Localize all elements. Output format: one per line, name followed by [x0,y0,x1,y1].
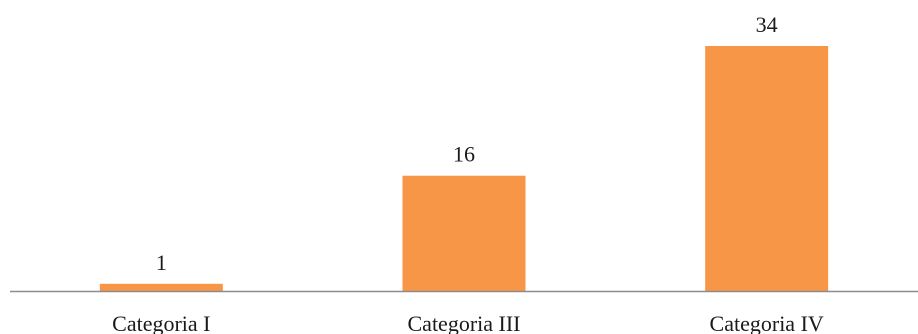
x-tick-labels-group: Categoria I Categoria III Categoria IV [112,311,824,334]
bar-3 [705,46,829,291]
x-tick-label-1: Categoria I [112,311,210,334]
data-label-2: 16 [453,142,475,167]
x-tick-label-2: Categoria III [408,311,521,334]
bar-2 [402,175,526,291]
bar-1 [99,283,223,291]
x-tick-label-3: Categoria IV [710,311,824,334]
data-labels-group: 1 16 34 [156,12,778,275]
bars-group [99,46,829,291]
data-label-3: 34 [756,12,778,37]
data-label-1: 1 [156,250,167,275]
